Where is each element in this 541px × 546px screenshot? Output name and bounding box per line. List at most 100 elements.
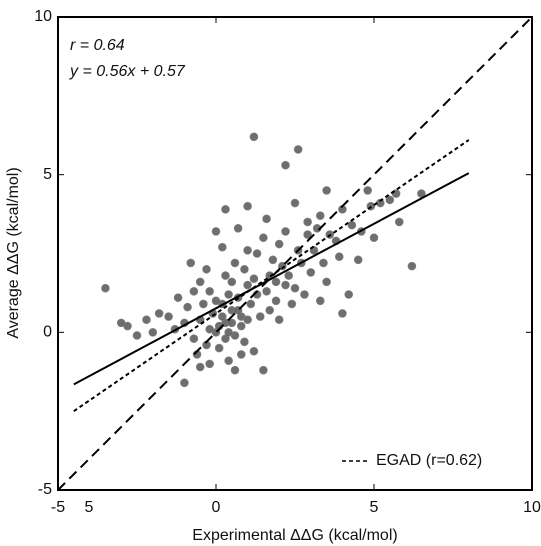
y-axis-label: Average ΔΔG (kcal/mol) xyxy=(5,167,22,338)
annotation: 5 xyxy=(85,499,94,516)
point xyxy=(271,296,281,306)
point xyxy=(303,217,312,227)
point xyxy=(259,365,268,375)
y-tick-label: 0 xyxy=(43,324,52,341)
point xyxy=(195,277,205,287)
point xyxy=(230,365,240,375)
point xyxy=(189,334,199,343)
point xyxy=(281,227,290,236)
point xyxy=(315,211,325,220)
point xyxy=(240,337,249,347)
point xyxy=(274,239,284,249)
line xyxy=(57,16,533,491)
point xyxy=(205,324,214,334)
point xyxy=(236,321,246,331)
point xyxy=(369,233,379,243)
point xyxy=(205,359,214,369)
point xyxy=(154,309,164,318)
point xyxy=(306,268,316,277)
point xyxy=(303,230,312,239)
point xyxy=(259,233,268,243)
point xyxy=(338,309,347,318)
point xyxy=(230,258,240,268)
point xyxy=(290,198,300,208)
point xyxy=(287,299,297,309)
point xyxy=(394,217,404,227)
point xyxy=(173,293,183,302)
line xyxy=(73,172,470,386)
point xyxy=(218,312,227,321)
point xyxy=(142,315,151,325)
point xyxy=(164,312,173,321)
legend-label: EGAD (r=0.62) xyxy=(376,452,482,469)
x-tick-label: 0 xyxy=(212,499,221,516)
point xyxy=(315,296,325,306)
point xyxy=(255,312,265,321)
annotation: y = 0.56x + 0.57 xyxy=(69,63,186,80)
y-tick-label: 10 xyxy=(34,8,52,25)
point xyxy=(319,258,328,268)
y-tick-label: 5 xyxy=(43,166,52,183)
point xyxy=(262,287,271,296)
point xyxy=(236,350,246,359)
plot-frame xyxy=(57,16,533,491)
line xyxy=(73,139,470,412)
point xyxy=(148,328,158,337)
point xyxy=(243,246,252,255)
point xyxy=(224,328,233,337)
point xyxy=(262,214,271,224)
point xyxy=(284,271,293,280)
point xyxy=(385,195,395,205)
point xyxy=(407,261,417,271)
point xyxy=(227,318,237,328)
point xyxy=(211,296,221,306)
point xyxy=(268,255,278,265)
point xyxy=(202,264,211,274)
point xyxy=(218,242,227,252)
point xyxy=(240,264,249,274)
point xyxy=(180,378,189,388)
point xyxy=(186,258,196,268)
point xyxy=(293,145,303,154)
point xyxy=(322,277,331,287)
point xyxy=(353,255,363,265)
point xyxy=(281,160,290,170)
point xyxy=(101,283,110,293)
point xyxy=(211,227,221,236)
point xyxy=(214,343,224,353)
x-tick-label: 5 xyxy=(370,499,379,516)
point xyxy=(227,277,237,287)
point xyxy=(116,318,126,328)
point xyxy=(249,346,259,356)
y-tick-label: -5 xyxy=(38,481,52,498)
point xyxy=(205,287,214,296)
point xyxy=(221,205,230,214)
x-axis-label: Experimental ΔΔG (kcal/mol) xyxy=(192,527,397,544)
point xyxy=(344,290,354,299)
point xyxy=(199,299,208,309)
point xyxy=(224,356,233,366)
point xyxy=(246,299,256,309)
point xyxy=(132,331,142,340)
point xyxy=(221,271,230,280)
point xyxy=(347,220,357,230)
point xyxy=(249,274,259,284)
point xyxy=(278,261,287,271)
point xyxy=(233,223,243,233)
point xyxy=(265,305,275,315)
x-tick-label: -5 xyxy=(51,499,65,516)
point xyxy=(252,249,262,258)
point xyxy=(281,280,290,290)
point xyxy=(290,283,300,293)
point xyxy=(243,201,252,211)
annotation: r = 0.64 xyxy=(70,37,125,54)
point xyxy=(224,290,233,299)
point xyxy=(274,315,284,325)
point xyxy=(363,186,372,195)
point xyxy=(183,302,192,312)
x-tick-label: 10 xyxy=(523,499,541,516)
point xyxy=(243,280,252,290)
point xyxy=(322,186,331,195)
point xyxy=(300,290,309,299)
